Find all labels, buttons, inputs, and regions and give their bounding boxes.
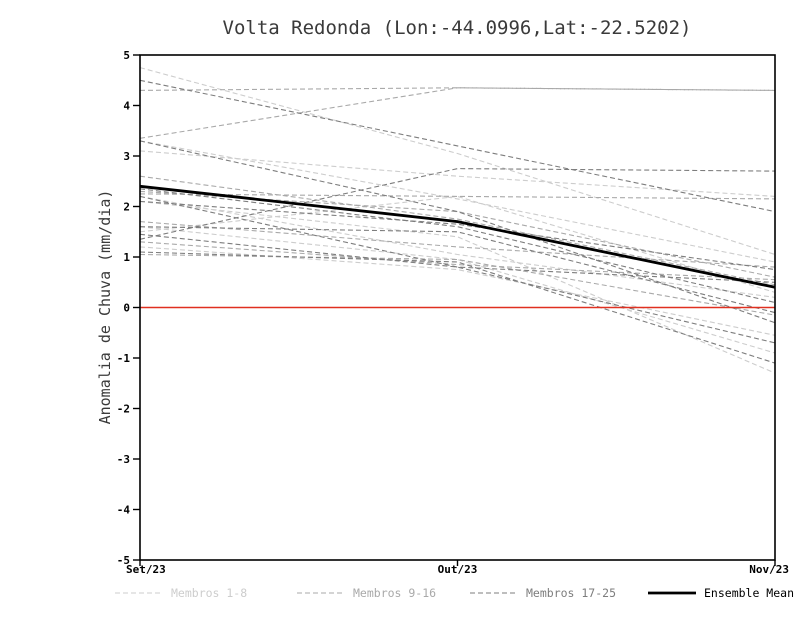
legend-label: Membros 1-8 <box>171 586 247 600</box>
legend-item: Membros 17-25 <box>470 586 616 600</box>
ensemble-member-line <box>139 190 776 278</box>
ensemble-member-line <box>139 67 776 256</box>
ensemble-member-line <box>139 251 776 364</box>
ensemble-member-line <box>139 200 776 374</box>
ensemble-member-line <box>139 175 776 286</box>
ensemble-mean-line <box>139 184 776 289</box>
y-tick-label: 4 <box>123 100 130 113</box>
y-tick-label: -1 <box>117 352 131 365</box>
x-tick-label: Set/23 <box>126 563 166 576</box>
y-tick-label: 3 <box>123 150 130 163</box>
y-tick-label: 2 <box>123 201 130 214</box>
y-tick-label: -5 <box>117 554 130 567</box>
legend-item: Ensemble Mean <box>648 586 794 600</box>
ensemble-member-line <box>139 140 776 263</box>
legend-item: Membros 9-16 <box>297 586 436 600</box>
y-tick-label: 1 <box>123 251 130 264</box>
ensemble-member-line <box>139 79 776 213</box>
ensemble-member-line <box>139 233 776 344</box>
chart-title: Volta Redonda (Lon:-44.0996,Lat:-22.5202… <box>223 17 692 39</box>
x-tick-label: Nov/23 <box>749 563 789 576</box>
ensemble-member-line <box>139 168 776 240</box>
ensemble-member-line <box>139 226 776 314</box>
ensemble-member-line <box>139 140 776 324</box>
ensemble-member-line <box>139 87 776 139</box>
plot-frame <box>139 54 776 561</box>
ensemble-member-line <box>139 200 776 271</box>
x-tick-label: Out/23 <box>438 563 478 576</box>
y-axis-label: Anomalia de Chuva (mm/dia) <box>96 190 114 425</box>
axes-layer: -5 -4 -3 -2 -1 0 1 2 3 4 5 Set/23 Out/23 Nov/23 <box>117 49 789 576</box>
ensemble-member-line <box>139 253 776 316</box>
legend-label: Membros 9-16 <box>353 586 436 600</box>
ensemble-member-line <box>139 193 776 200</box>
legend-label: Membros 17-25 <box>526 586 616 600</box>
y-tick-label: -3 <box>117 453 130 466</box>
y-tick-label: -2 <box>117 403 130 416</box>
y-tick-label: -4 <box>117 504 131 517</box>
ensemble-member-line <box>139 221 776 268</box>
ensemble-member-line <box>139 226 776 354</box>
y-tick-label: 0 <box>123 302 130 315</box>
ensemble-member-line <box>139 87 776 91</box>
ensemble-member-line <box>139 195 776 283</box>
y-tick-label: 5 <box>123 49 130 62</box>
legend-item: Membros 1-8 <box>115 586 247 600</box>
ensemble-member-line <box>139 195 776 298</box>
ensemble-members-layer <box>139 67 776 374</box>
ensemble-mean-layer <box>139 184 776 289</box>
ensemble-member-line <box>139 241 776 281</box>
ensemble-member-line <box>139 246 776 336</box>
legend-layer: Membros 1-8 Membros 9-16 Membros 17-25 Ense… <box>115 586 794 600</box>
ensemble-member-line <box>139 188 776 304</box>
legend-label: Ensemble Mean <box>704 586 794 600</box>
